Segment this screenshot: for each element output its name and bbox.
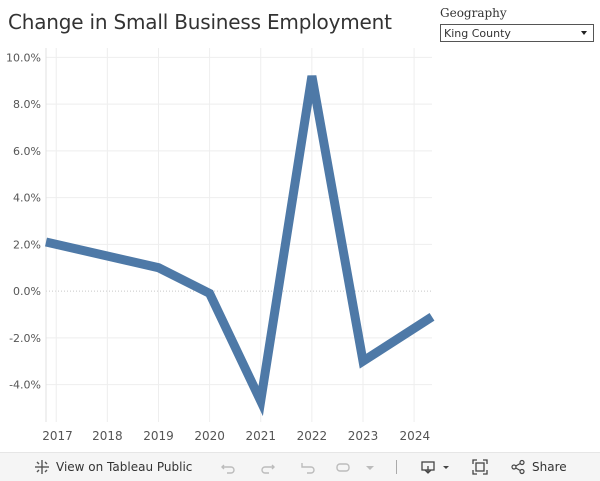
x-tick-label: 2022 [297,429,328,443]
view-on-tableau-label: View on Tableau Public [56,460,193,474]
geography-selected-value: King County [444,26,511,40]
axes: -4.0% -2.0% 0.0% 2.0% 4.0% 6.0% 8.0% 10.0% 2017 2… [6,48,430,443]
geography-dropdown[interactable]: King County [440,24,594,42]
y-tick-label: 8.0% [13,98,41,111]
y-tick-label: 0.0% [13,285,41,298]
toolbar: View on Tableau Public Sha [0,452,600,481]
data-point[interactable] [359,357,367,365]
y-tick-label: 10.0% [6,51,41,64]
revert-icon[interactable] [300,459,316,475]
data-point[interactable] [257,397,265,405]
x-tick-label: 2017 [42,429,73,443]
redo-icon[interactable] [260,459,276,475]
x-tick-label: 2018 [92,429,123,443]
x-tick-label: 2023 [348,429,379,443]
grid [46,48,432,422]
geography-filter-label: Geography [440,6,507,20]
data-point[interactable] [206,289,214,297]
y-tick-label: 4.0% [13,192,41,205]
y-tick-label: 6.0% [13,145,41,158]
download-button[interactable] [420,459,450,475]
view-on-tableau-button[interactable]: View on Tableau Public [34,459,192,475]
data-point[interactable] [428,313,436,321]
undo-icon[interactable] [220,459,236,475]
fullscreen-icon[interactable] [472,459,488,475]
pause-updates-icon[interactable] [336,459,352,475]
y-tick-label: 2.0% [13,238,41,251]
download-icon [421,461,435,474]
share-icon [511,459,525,475]
chevron-down-icon[interactable] [362,459,378,475]
x-tick-label: 2019 [143,429,174,443]
toolbar-divider [396,460,397,474]
x-tick-label: 2020 [194,429,225,443]
x-tick-label: 2021 [245,429,276,443]
data-point[interactable] [308,72,316,80]
chart-title: Change in Small Business Employment [8,10,392,34]
download-chevron-icon [443,466,449,469]
y-tick-label: -2.0% [9,332,41,345]
y-tick-label: -4.0% [9,379,41,392]
x-tick-label: 2024 [400,429,431,443]
dropdown-arrow-icon [581,31,587,35]
series-path [44,75,435,417]
share-label: Share [532,460,567,474]
tableau-logo-icon [35,460,49,474]
data-point[interactable] [154,264,162,272]
series-line [42,72,436,417]
line-chart: -4.0% -2.0% 0.0% 2.0% 4.0% 6.0% 8.0% 10.0% 2017 2… [6,48,436,443]
data-point[interactable] [42,238,50,246]
share-button[interactable]: Share [510,459,567,475]
